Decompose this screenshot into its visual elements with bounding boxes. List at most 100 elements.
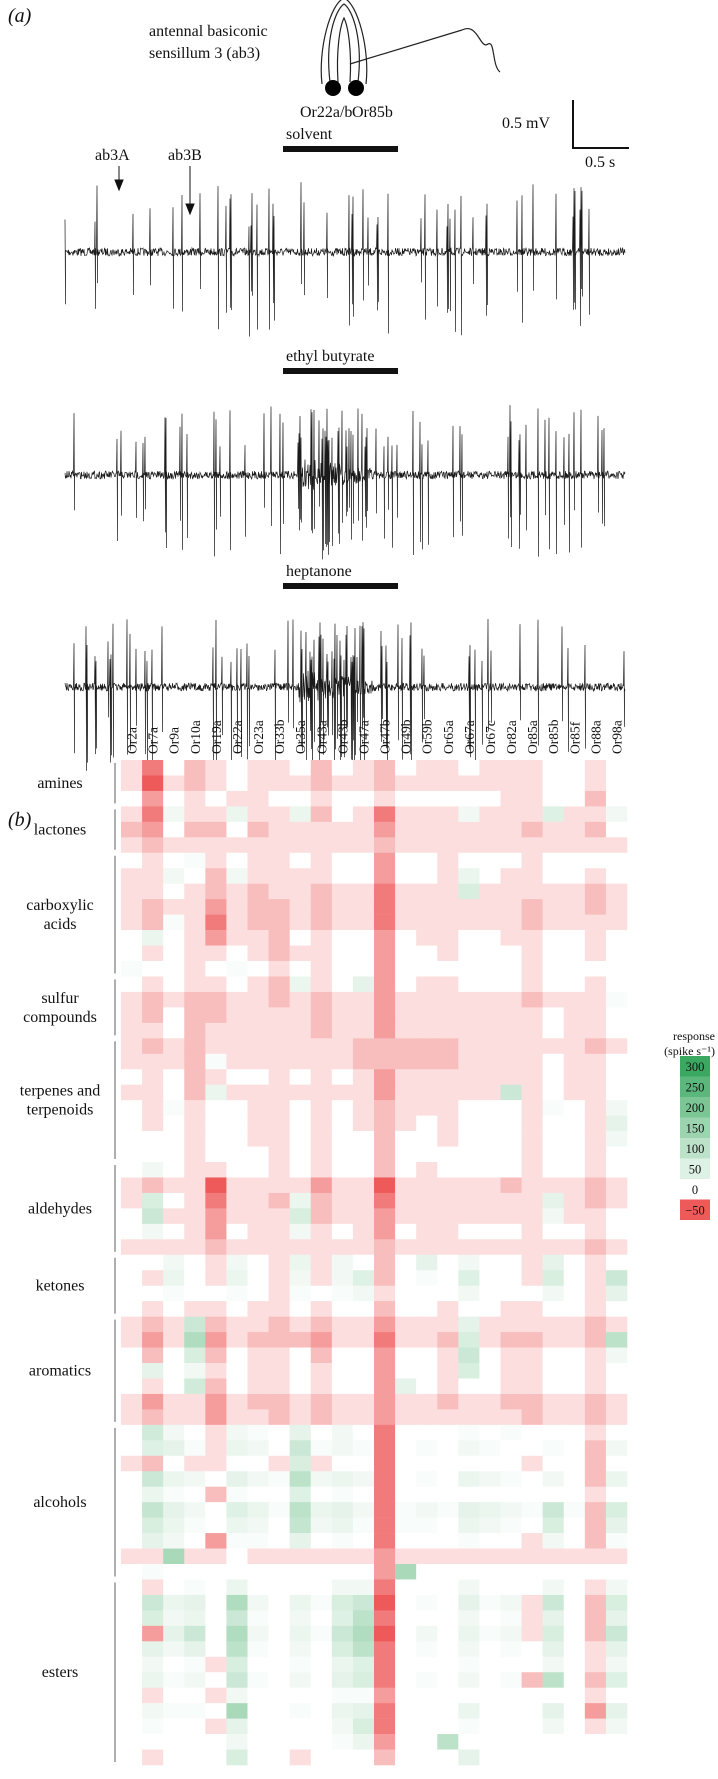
heatmap-cell: [395, 1517, 417, 1534]
heatmap-cell: [521, 1378, 543, 1395]
heatmap-cell: [458, 1378, 480, 1395]
heatmap-cell: [500, 837, 522, 854]
heatmap-cell: [289, 806, 312, 823]
heatmap-cell: [479, 883, 501, 900]
heatmap-cell: [584, 1285, 607, 1302]
heatmap-cell: [416, 1239, 438, 1256]
heatmap-cell: [500, 1254, 522, 1271]
heatmap-cell: [310, 1625, 333, 1642]
heatmap-cell: [310, 899, 333, 915]
heatmap-cell: [331, 1641, 354, 1658]
heatmap-cell: [563, 1672, 586, 1688]
heatmap-cell: [205, 1734, 227, 1750]
heatmap-cell: [605, 1208, 628, 1225]
heatmap-cell: [184, 1239, 206, 1256]
heatmap-cell: [416, 930, 438, 946]
heatmap-cell: [542, 837, 565, 854]
heatmap-cell: [205, 1115, 227, 1132]
heatmap-cell: [374, 1192, 396, 1209]
heatmap-cell: [184, 1038, 206, 1055]
heatmap-cell: [163, 1270, 185, 1286]
heatmap-cell: [374, 1718, 396, 1735]
heatmap-cell: [310, 868, 333, 884]
heatmap-cell: [205, 1548, 227, 1565]
heatmap-cell: [584, 1687, 607, 1704]
heatmap-cell: [416, 1749, 438, 1766]
heatmap-cell: [458, 1316, 480, 1333]
heatmap-cell: [352, 1177, 375, 1194]
heatmap-cell: [395, 1378, 417, 1395]
group-label: alcohols: [33, 1494, 86, 1511]
heatmap-cell: [542, 1146, 565, 1163]
heatmap-cell: [458, 1424, 480, 1441]
heatmap-cell: [395, 1316, 417, 1333]
heatmap-cell: [331, 837, 354, 854]
heatmap-cell: [374, 760, 396, 776]
heatmap-cell: [184, 1424, 206, 1441]
heatmap-cell: [437, 1053, 459, 1070]
heatmap-cell: [310, 1146, 333, 1163]
heatmap-cell: [142, 1007, 164, 1024]
heatmap-cell: [500, 1440, 522, 1457]
heatmap-cell: [121, 1332, 143, 1348]
heatmap-cell: [395, 1393, 417, 1410]
heatmap-cell: [352, 1285, 375, 1302]
heatmap-cell: [542, 883, 565, 900]
heatmap-cell: [352, 1687, 375, 1704]
heatmap-cell: [352, 1564, 375, 1580]
heatmap-cell: [479, 1409, 501, 1426]
heatmap-cell: [163, 883, 185, 900]
heatmap-cell: [331, 1471, 354, 1487]
heatmap-cell: [458, 945, 480, 962]
heatmap-cell: [416, 1672, 438, 1688]
heatmap-cell: [226, 1347, 248, 1364]
heatmap-cell: [395, 1223, 417, 1240]
heatmap-cell: [605, 961, 628, 977]
heatmap-cell: [121, 930, 143, 946]
heatmap-cell: [226, 1100, 248, 1116]
heatmap-cell: [605, 1223, 628, 1240]
heatmap-cell: [458, 1146, 480, 1163]
heatmap-cell: [458, 1455, 480, 1472]
heatmap-cell: [479, 1378, 501, 1395]
heatmap-cell: [226, 806, 248, 823]
heatmap-cell: [247, 1316, 269, 1333]
heatmap-cell: [310, 1239, 333, 1256]
heatmap-cell: [142, 1301, 164, 1317]
heatmap-cell: [121, 976, 143, 993]
heatmap-cell: [395, 1471, 417, 1487]
column-label: Or98a: [609, 720, 624, 754]
heatmap-cell: [395, 1502, 417, 1518]
heatmap-cell: [521, 1038, 543, 1055]
heatmap-cell: [352, 1424, 375, 1441]
heatmap-cell: [310, 1254, 333, 1271]
heatmap-cell: [142, 1502, 164, 1518]
heatmap-cell: [331, 1270, 354, 1286]
heatmap-cell: [395, 806, 417, 823]
heatmap-cell: [584, 1641, 607, 1658]
heatmap-cell: [163, 1177, 185, 1194]
heatmap-cell: [205, 1641, 227, 1658]
heatmap-cell: [142, 1022, 164, 1039]
heatmap-cell: [437, 1486, 459, 1503]
heatmap-cell: [331, 1084, 354, 1101]
heatmap-cell: [352, 1455, 375, 1472]
heatmap-cell: [226, 1393, 248, 1410]
heatmap-cell: [205, 1393, 227, 1410]
heatmap-cell: [205, 1270, 227, 1286]
heatmap-cell: [395, 1285, 417, 1302]
heatmap-cell: [584, 1069, 607, 1085]
sensillum-label: antennal basiconic: [149, 23, 268, 40]
heatmap-cell: [205, 1656, 227, 1673]
heatmap-cell: [289, 868, 312, 884]
heatmap-cell: [605, 1502, 628, 1518]
heatmap-cell: [247, 1177, 269, 1194]
colorbar-tick-label: 200: [686, 1101, 705, 1115]
heatmap-cell: [437, 991, 459, 1008]
heatmap-cell: [416, 790, 438, 807]
heatmap-cell: [563, 760, 586, 776]
heatmap-cell: [289, 1208, 312, 1225]
heatmap-cell: [352, 806, 375, 823]
heatmap-cell: [395, 1146, 417, 1163]
heatmap-cell: [289, 1084, 312, 1101]
